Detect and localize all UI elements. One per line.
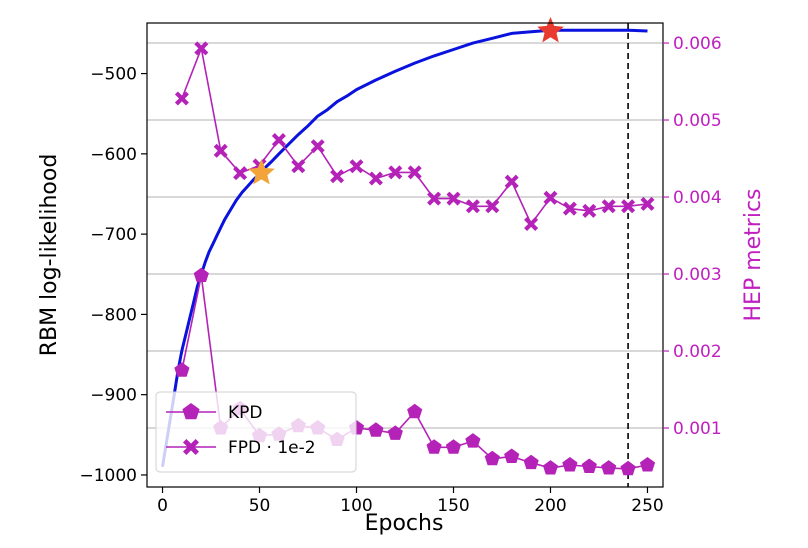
x-tick-label: 100 <box>340 496 372 516</box>
kpd-point <box>639 457 656 472</box>
y-left-tick-label: −900 <box>90 386 137 406</box>
fpd-point <box>504 174 519 189</box>
y-right-tick-label: 0.005 <box>673 111 722 131</box>
kpd-point <box>445 439 462 454</box>
llh-series-line <box>161 28 648 468</box>
legend-fpd-label: FPD · 1e-2 <box>228 438 316 458</box>
y-left-tick-label: −800 <box>90 305 137 325</box>
kpd-point <box>562 457 578 472</box>
y-left-tick-label: −1000 <box>79 466 137 486</box>
kpd-point <box>465 433 481 448</box>
y-left-tick-label: −500 <box>90 65 137 85</box>
y-right-tick-label: 0.002 <box>673 342 722 362</box>
legend-fpd-marker <box>183 439 199 455</box>
fpd-point <box>582 203 597 218</box>
fpd-point <box>174 91 189 106</box>
kpd-point <box>174 362 190 377</box>
y-right-tick-label: 0.001 <box>673 419 722 439</box>
fpd-point <box>562 201 577 216</box>
fpd-series-line <box>181 47 648 225</box>
fpd-point <box>291 159 306 174</box>
kpd-point <box>484 450 500 466</box>
fpd-point <box>194 41 209 56</box>
x-tick-label: 50 <box>249 496 271 516</box>
fpd-point <box>368 171 383 186</box>
fpd-point <box>446 191 461 206</box>
kpd-point <box>581 458 597 473</box>
kpd-point <box>426 439 442 454</box>
x-tick-label: 250 <box>631 496 663 516</box>
legend: KPD FPD · 1e-2 <box>155 391 357 473</box>
fpd-point <box>310 139 325 154</box>
fpd-point <box>524 217 539 231</box>
fpd-point <box>427 191 442 206</box>
plot-frame-rect <box>146 22 664 488</box>
legend-kpd-label: KPD <box>228 403 263 423</box>
star-marker-orange <box>248 159 275 185</box>
star-markers <box>248 17 564 185</box>
fpd-point <box>621 199 636 214</box>
x-tick-label: 150 <box>437 496 469 516</box>
fpd-point <box>271 133 286 147</box>
kpd-point <box>523 454 539 470</box>
fpd-point <box>407 165 422 180</box>
fpd-point <box>330 169 345 184</box>
y-right-tick-label: 0.003 <box>673 265 722 285</box>
fpd-point <box>465 199 480 214</box>
fpd-point <box>213 143 228 158</box>
fpd-point <box>485 199 500 214</box>
kpd-point <box>387 425 403 440</box>
fpd-point <box>601 199 616 214</box>
fpd-point <box>233 166 248 181</box>
fpd-point <box>349 159 364 174</box>
y-left-tick-label: −700 <box>90 225 137 245</box>
kpd-point <box>620 460 636 476</box>
axis-ticks: 0 50 100 150 200 250 −500 −600 −700 −800 −900 −1000… <box>79 34 721 516</box>
kpd-point <box>542 460 559 475</box>
fpd-point <box>543 190 558 205</box>
kpd-point <box>601 460 617 475</box>
y-left-tick-label: −600 <box>90 145 137 165</box>
x-axis-label: Epochs <box>365 511 444 536</box>
x-tick-label: 0 <box>157 496 168 516</box>
kpd-point <box>368 422 384 437</box>
y-right-tick-label: 0.006 <box>673 34 722 54</box>
plot-frame <box>146 22 664 488</box>
kpd-point <box>193 267 209 282</box>
kpd-point <box>407 403 423 419</box>
grid-lines <box>147 42 663 429</box>
y-right-axis-label: HEP metrics <box>741 188 766 321</box>
x-tick-label: 200 <box>534 496 566 516</box>
kpd-point <box>504 448 520 463</box>
star-marker-red <box>537 17 564 43</box>
fpd-point <box>640 196 655 211</box>
y-left-axis-label: RBM log-likelihood <box>37 154 62 357</box>
y-right-tick-label: 0.004 <box>673 188 722 208</box>
fpd-point <box>388 165 403 180</box>
legend-kpd-marker <box>182 403 200 420</box>
